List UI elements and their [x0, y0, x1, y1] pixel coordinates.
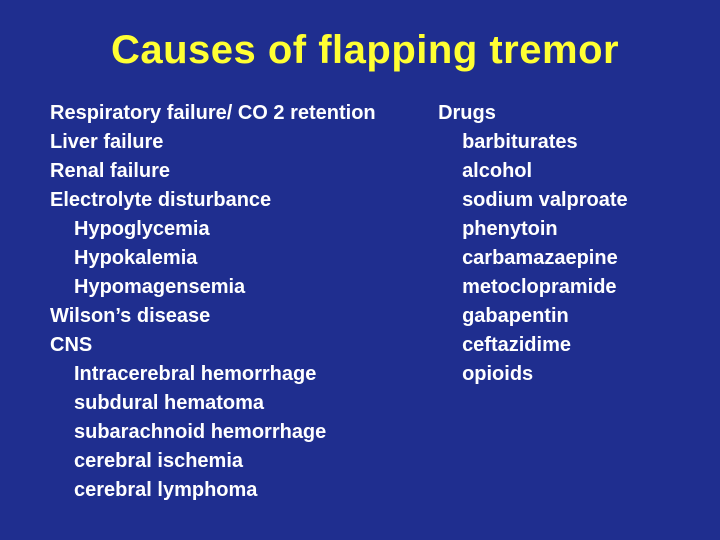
left-item: Hypoglycemia — [50, 215, 408, 244]
right-column: Drugsbarbituratesalcoholsodium valproate… — [428, 99, 680, 505]
left-item: Respiratory failure/ CO 2 retention — [50, 99, 408, 128]
slide: Causes of flapping tremor Respiratory fa… — [0, 0, 720, 540]
left-item: cerebral lymphoma — [50, 476, 408, 505]
right-item: sodium valproate — [438, 186, 680, 215]
right-item: Drugs — [438, 99, 680, 128]
left-item: Electrolyte disturbance — [50, 186, 408, 215]
content-columns: Respiratory failure/ CO 2 retentionLiver… — [50, 99, 680, 505]
right-item: alcohol — [438, 157, 680, 186]
right-item: opioids — [438, 360, 680, 389]
left-item: subarachnoid hemorrhage — [50, 418, 408, 447]
right-item: barbiturates — [438, 128, 680, 157]
right-item: carbamazaepine — [438, 244, 680, 273]
left-item: Renal failure — [50, 157, 408, 186]
left-item: CNS — [50, 331, 408, 360]
left-column: Respiratory failure/ CO 2 retentionLiver… — [50, 99, 408, 505]
left-item: Wilson’s disease — [50, 302, 408, 331]
right-item: phenytoin — [438, 215, 680, 244]
left-item: subdural hematoma — [50, 389, 408, 418]
right-item: metoclopramide — [438, 273, 680, 302]
left-item: Hypomagensemia — [50, 273, 408, 302]
right-item: gabapentin — [438, 302, 680, 331]
left-item: Intracerebral hemorrhage — [50, 360, 408, 389]
left-item: Hypokalemia — [50, 244, 408, 273]
left-item: Liver failure — [50, 128, 408, 157]
left-item: cerebral ischemia — [50, 447, 408, 476]
slide-title: Causes of flapping tremor — [50, 28, 680, 73]
right-item: ceftazidime — [438, 331, 680, 360]
